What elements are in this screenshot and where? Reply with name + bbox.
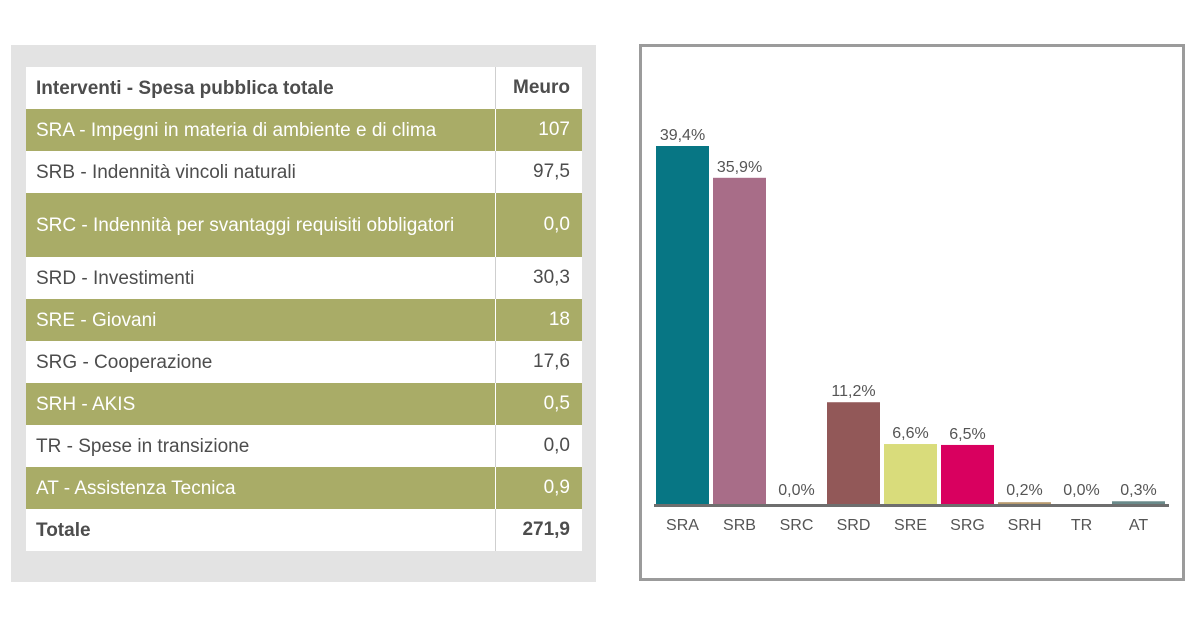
row-value: 0,0 xyxy=(543,435,570,456)
row-label: AT - Assistenza Tecnica xyxy=(26,467,496,509)
tick-label-src: SRC xyxy=(780,517,814,534)
bar-srb xyxy=(713,177,766,504)
table-row: SRC - Indennità per svantaggi requisiti … xyxy=(26,193,582,257)
tick-label-sre: SRE xyxy=(894,517,927,534)
data-label-srb: 35,9% xyxy=(717,159,762,176)
row-value: 17,6 xyxy=(533,351,570,372)
bar-srd xyxy=(827,402,880,504)
table-row: SRD - Investimenti 30,3 xyxy=(26,257,582,299)
table-row: SRH - AKIS 0,5 xyxy=(26,383,582,425)
tick-label-at: AT xyxy=(1129,517,1148,534)
row-label: SRE - Giovani xyxy=(26,299,496,341)
row-value: 0,0 xyxy=(543,214,570,235)
data-label-tr: 0,0% xyxy=(1063,482,1099,499)
bar-sre xyxy=(884,444,937,504)
data-label-at: 0,3% xyxy=(1120,482,1156,499)
row-value: 0,5 xyxy=(543,393,570,414)
bar-chart: 39,4% SRA 35,9% SRB 0,0% SRC 11,2% SRD 6,6% SRE 6,… xyxy=(654,127,1169,534)
row-label: SRH - AKIS xyxy=(26,383,496,425)
table-row: SRE - Giovani 18 xyxy=(26,299,582,341)
bar-at xyxy=(1112,501,1165,504)
tick-label-srh: SRH xyxy=(1008,517,1042,534)
table-row: TR - Spese in transizione 0,0 xyxy=(26,425,582,467)
tick-label-srb: SRB xyxy=(723,517,756,534)
row-value: 0,9 xyxy=(543,477,570,498)
data-label-sre: 6,6% xyxy=(892,425,928,442)
table-total-row: Totale 271,9 xyxy=(26,509,582,551)
row-label: SRB - Indennità vincoli naturali xyxy=(26,151,496,193)
row-label: SRA - Impegni in materia di ambiente e d… xyxy=(26,109,496,151)
header-meuro: Meuro xyxy=(513,77,570,98)
total-label: Totale xyxy=(26,509,496,551)
data-label-src: 0,0% xyxy=(778,482,814,499)
header-interventi: Interventi - Spesa pubblica totale xyxy=(26,67,496,109)
row-label: SRC - Indennità per svantaggi requisiti … xyxy=(26,193,496,257)
table-row: SRA - Impegni in materia di ambiente e d… xyxy=(26,109,582,151)
total-value: 271,9 xyxy=(522,519,570,540)
data-label-srh: 0,2% xyxy=(1006,482,1042,499)
row-label: SRG - Cooperazione xyxy=(26,341,496,383)
chart-panel: 39,4% SRA 35,9% SRB 0,0% SRC 11,2% SRD 6,6% SRE 6,… xyxy=(639,44,1185,581)
bar-sra xyxy=(656,146,709,504)
data-label-srd: 11,2% xyxy=(831,383,875,400)
table-header-row: Interventi - Spesa pubblica totale Meuro xyxy=(26,67,582,109)
tick-label-sra: SRA xyxy=(666,517,699,534)
row-label: SRD - Investimenti xyxy=(26,257,496,299)
table-row: AT - Assistenza Tecnica 0,9 xyxy=(26,467,582,509)
spending-table-panel: Interventi - Spesa pubblica totale Meuro… xyxy=(11,45,596,582)
spending-table: Interventi - Spesa pubblica totale Meuro… xyxy=(26,67,582,551)
data-label-srg: 6,5% xyxy=(949,426,985,443)
tick-label-tr: TR xyxy=(1071,517,1092,534)
tick-label-srg: SRG xyxy=(950,517,985,534)
row-value: 107 xyxy=(538,119,570,140)
row-value: 30,3 xyxy=(533,267,570,288)
table-row: SRB - Indennità vincoli naturali 97,5 xyxy=(26,151,582,193)
table-row: SRG - Cooperazione 17,6 xyxy=(26,341,582,383)
row-label: TR - Spese in transizione xyxy=(26,425,496,467)
data-label-sra: 39,4% xyxy=(660,127,705,144)
row-value: 97,5 xyxy=(533,161,570,182)
bar-srg xyxy=(941,444,994,504)
row-value: 18 xyxy=(548,309,570,330)
bar-srh xyxy=(998,502,1051,504)
tick-label-srd: SRD xyxy=(837,517,871,534)
